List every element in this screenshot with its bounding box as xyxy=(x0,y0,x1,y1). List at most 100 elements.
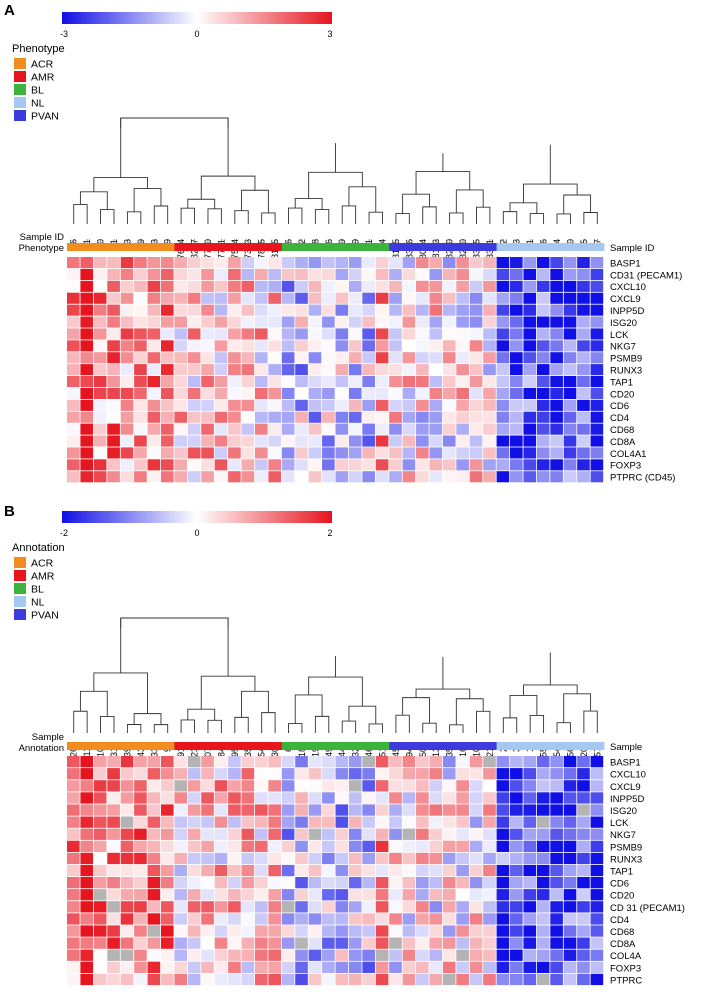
heatmap-cell xyxy=(348,973,362,986)
gene-label: FOXP3 xyxy=(610,963,641,974)
heatmap-cell xyxy=(120,435,134,447)
dendrogram-branch xyxy=(120,117,229,128)
heatmap-cell xyxy=(577,280,590,292)
heatmap-cell xyxy=(590,435,604,447)
heatmap-cell xyxy=(469,459,483,471)
gene-label: CD20 xyxy=(610,891,634,902)
heatmap-cell xyxy=(295,816,308,828)
heatmap-cell xyxy=(214,925,228,937)
heatmap-cell xyxy=(174,447,188,459)
heatmap-cell xyxy=(496,792,510,804)
heatmap-cell xyxy=(590,768,604,780)
heatmap-cell xyxy=(563,280,577,292)
heatmap-cell xyxy=(523,376,537,388)
heatmap-cell xyxy=(590,864,604,877)
heatmap-cell xyxy=(442,828,456,840)
group-bar-cell xyxy=(348,243,363,251)
heatmap-cell xyxy=(160,877,174,889)
dendrogram-branch xyxy=(509,695,538,718)
heatmap-cell xyxy=(335,792,349,804)
heatmap-cell xyxy=(93,840,107,852)
heatmap-cell xyxy=(496,864,510,877)
heatmap-cell xyxy=(362,877,375,889)
group-bar-cell xyxy=(107,742,122,750)
heatmap-cell xyxy=(550,447,563,459)
heatmap-cell xyxy=(429,901,443,913)
heatmap-cell xyxy=(160,768,174,780)
heatmap-cell xyxy=(147,257,161,269)
heatmap-cell xyxy=(429,877,443,889)
colorbar-tick-label: 0 xyxy=(194,29,199,39)
heatmap-cell xyxy=(389,304,402,316)
heatmap-cell xyxy=(67,816,80,828)
heatmap-cell xyxy=(80,471,94,483)
heatmap-cell xyxy=(228,780,241,792)
heatmap-cell xyxy=(174,864,188,877)
group-bar-cell xyxy=(160,742,175,750)
group-bar-cell xyxy=(496,742,511,750)
heatmap-cell xyxy=(268,411,281,423)
heatmap-cell xyxy=(93,864,107,877)
heatmap-cell xyxy=(416,877,429,889)
heatmap-cell xyxy=(281,913,295,925)
heatmap-cell xyxy=(348,280,362,292)
gene-label: PTPRC (CD45) xyxy=(610,473,675,484)
heatmap-cell xyxy=(134,447,147,459)
sample-id: 10 xyxy=(96,747,106,757)
heatmap-cell xyxy=(228,387,241,399)
sample-id: 54 xyxy=(552,747,562,757)
heatmap-cell xyxy=(362,804,375,816)
heatmap-cell xyxy=(348,768,362,780)
heatmap-cell xyxy=(590,792,604,804)
heatmap-cell xyxy=(469,423,483,435)
heatmap-cell xyxy=(67,447,80,459)
heatmap-cell xyxy=(67,756,80,768)
heatmap-cell xyxy=(134,280,147,292)
heatmap-cell xyxy=(456,447,469,459)
heatmap-cell xyxy=(375,889,389,901)
heatmap-cell xyxy=(147,352,161,364)
heatmap-cell xyxy=(160,780,174,792)
group-bar-cell xyxy=(416,243,430,251)
heatmap-cell xyxy=(483,756,496,768)
heatmap-cell xyxy=(160,292,174,304)
heatmap-cell xyxy=(120,949,134,961)
heatmap-cell xyxy=(375,387,389,399)
heatmap-cell xyxy=(228,852,241,865)
heatmap-cell xyxy=(268,840,281,852)
heatmap-cell xyxy=(335,925,349,937)
heatmap-cell xyxy=(456,340,469,352)
heatmap-cell xyxy=(107,328,120,340)
heatmap-cell xyxy=(107,340,120,352)
heatmap-cell xyxy=(174,364,188,376)
heatmap-cell xyxy=(550,257,563,269)
heatmap-cell xyxy=(295,387,308,399)
heatmap-cell xyxy=(563,364,577,376)
heatmap-cell xyxy=(281,840,295,852)
heatmap-cell xyxy=(456,792,469,804)
heatmap-cell xyxy=(241,459,255,471)
heatmap-cell xyxy=(147,376,161,388)
heatmap-cell xyxy=(281,292,295,304)
heatmap-cell xyxy=(375,852,389,865)
heatmap-cell xyxy=(362,889,375,901)
heatmap-cell xyxy=(375,471,389,483)
heatmap-cell xyxy=(550,435,563,447)
heatmap-cell xyxy=(469,268,483,280)
sample-id: 39 xyxy=(122,747,132,757)
heatmap-cell xyxy=(563,411,577,423)
heatmap-cell xyxy=(67,937,80,949)
heatmap-cell xyxy=(187,340,201,352)
heatmap-cell xyxy=(93,280,107,292)
heatmap-cell xyxy=(281,352,295,364)
heatmap-cell xyxy=(375,364,389,376)
heatmap-cell xyxy=(483,328,496,340)
heatmap-cell xyxy=(442,340,456,352)
heatmap-cell xyxy=(483,852,496,865)
heatmap-cell xyxy=(496,937,510,949)
group-bar-cell xyxy=(362,742,377,750)
heatmap-cell xyxy=(348,780,362,792)
heatmap-cell xyxy=(348,889,362,901)
heatmap-cell xyxy=(160,304,174,316)
heatmap-cell xyxy=(416,411,429,423)
